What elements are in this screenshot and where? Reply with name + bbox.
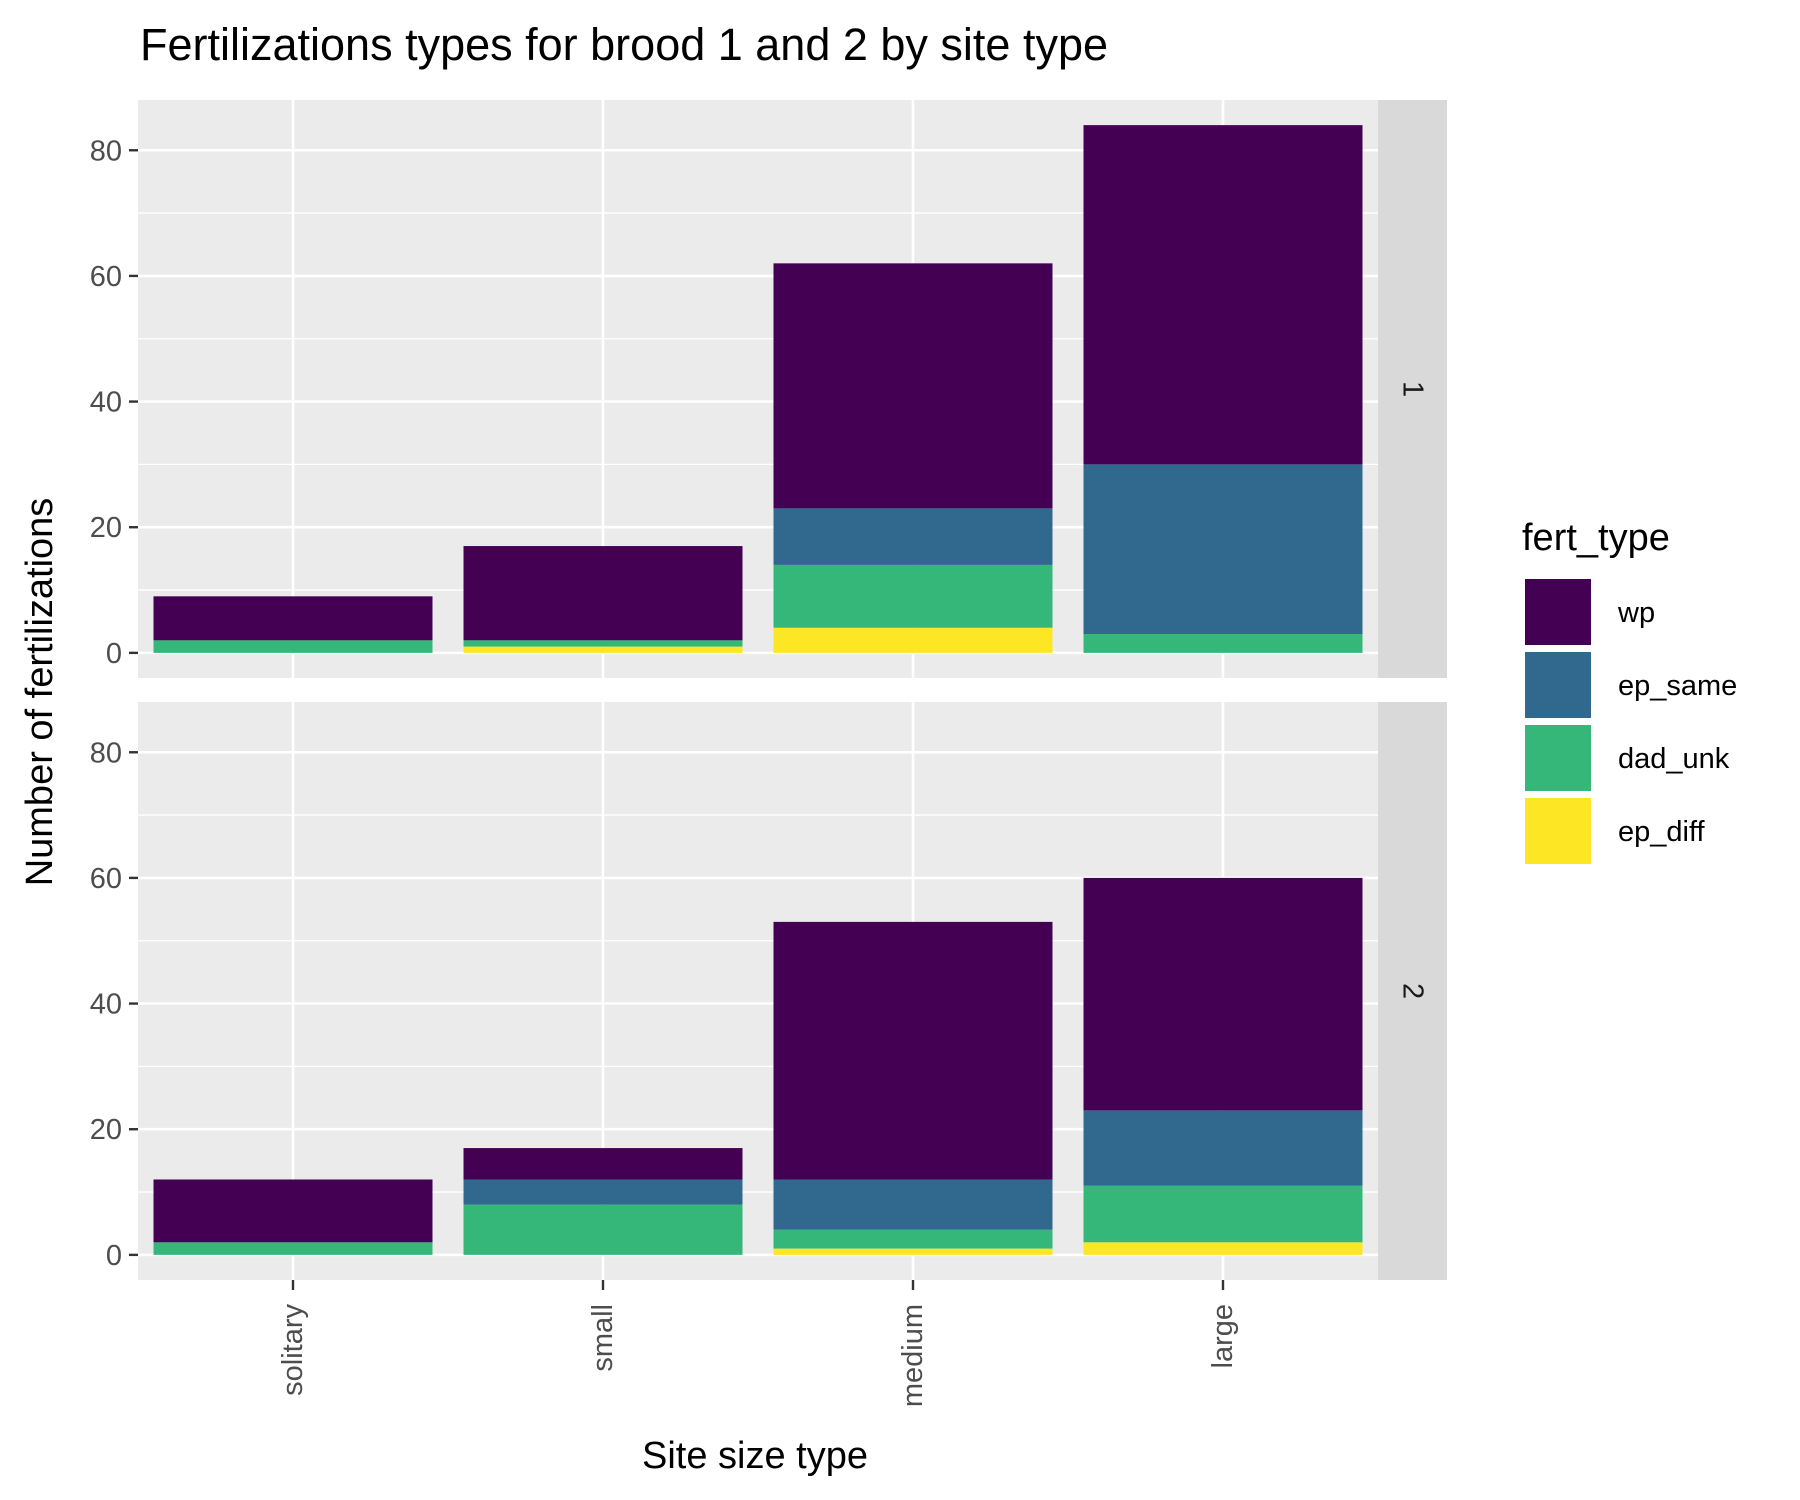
y-tick-label: 80 [90,135,122,167]
facet-panel-2: 0 20 40 60 80 2 [90,702,1447,1280]
x-tick-label-medium: medium [897,1304,929,1407]
bar-segment-wp-solitary-brood-2 [153,1179,433,1243]
bar-segment-dad-unk-medium-brood-2 [773,1229,1053,1249]
bar-segment-ep-diff-large-brood-2 [1083,1242,1363,1255]
y-tick-label: 60 [90,863,122,895]
bar-segment-dad-unk-medium-brood-1 [773,564,1053,628]
facet-strip [1378,702,1447,1280]
bar-segment-dad-unk-large-brood-2 [1083,1185,1363,1243]
bar-segment-wp-medium-brood-1 [773,263,1053,509]
bar-segment-dad-unk-solitary-brood-1 [153,640,433,653]
bar-segment-ep-same-large-brood-2 [1083,1110,1363,1186]
x-tick-label-small: small [587,1304,619,1372]
bar-segment-ep-same-medium-brood-1 [773,508,1053,565]
facet-panels: 0 20 40 60 80 1 0 20 40 60 80 2 [90,100,1447,1280]
bar-segment-wp-large-brood-2 [1083,877,1363,1111]
bar-segment-wp-small-brood-1 [463,546,743,641]
legend-items: wp ep_same dad_unk ep_diff [1523,577,1737,866]
facet-strip-label: 2 [1397,983,1429,999]
facet-panel-1: 0 20 40 60 80 1 [90,100,1447,678]
bar-segment-dad-unk-small-brood-2 [463,1204,743,1255]
bar-segment-ep-same-medium-brood-2 [773,1179,1053,1230]
legend-label-ep-diff: ep_diff [1618,816,1705,848]
bar-segment-wp-medium-brood-2 [773,921,1053,1180]
x-tick-label-large: large [1207,1304,1239,1369]
y-tick-label: 40 [90,387,122,419]
legend-key-wp [1523,577,1593,647]
bar-segment-wp-small-brood-2 [463,1148,743,1180]
legend-key-dad-unk [1523,723,1593,793]
legend-label-dad-unk: dad_unk [1618,743,1730,775]
bar-segment-dad-unk-large-brood-1 [1083,634,1363,653]
bar-segment-ep-diff-medium-brood-1 [773,627,1053,653]
bar-segment-dad-unk-solitary-brood-2 [153,1242,433,1255]
legend-label-wp: wp [1617,597,1655,629]
y-tick-label: 60 [90,261,122,293]
x-axis-title: Site size type [642,1435,868,1477]
legend-key-ep-same [1523,650,1593,720]
legend-label-ep-same: ep_same [1618,670,1737,702]
y-tick-label: 0 [106,638,122,670]
bar-segment-ep-diff-medium-brood-2 [773,1248,1053,1255]
x-tick-label-solitary: solitary [277,1304,309,1396]
y-tick-label: 0 [106,1240,122,1272]
x-axis: solitary small medium large [277,1280,1239,1407]
bar-segment-dad-unk-small-brood-1 [463,640,743,647]
y-tick-label: 20 [90,1114,122,1146]
chart-title: Fertilizations types for brood 1 and 2 b… [140,19,1108,70]
bar-segment-ep-same-small-brood-2 [463,1179,743,1205]
bar-segment-wp-solitary-brood-1 [153,596,433,641]
facet-strip [1378,100,1447,678]
legend: fert_type wp ep_same dad_unk ep_diff [1522,517,1737,866]
legend-title: fert_type [1522,517,1670,559]
facet-strip-label: 1 [1397,381,1429,397]
legend-key-ep-diff [1523,796,1593,866]
y-tick-label: 40 [90,989,122,1021]
bar-segment-ep-same-large-brood-1 [1083,464,1363,635]
y-tick-label: 20 [90,512,122,544]
y-axis-title: Number of fertilizations [19,498,61,887]
bar-segment-wp-large-brood-1 [1083,125,1363,465]
y-tick-label: 80 [90,737,122,769]
bar-segment-ep-diff-small-brood-1 [463,646,743,653]
